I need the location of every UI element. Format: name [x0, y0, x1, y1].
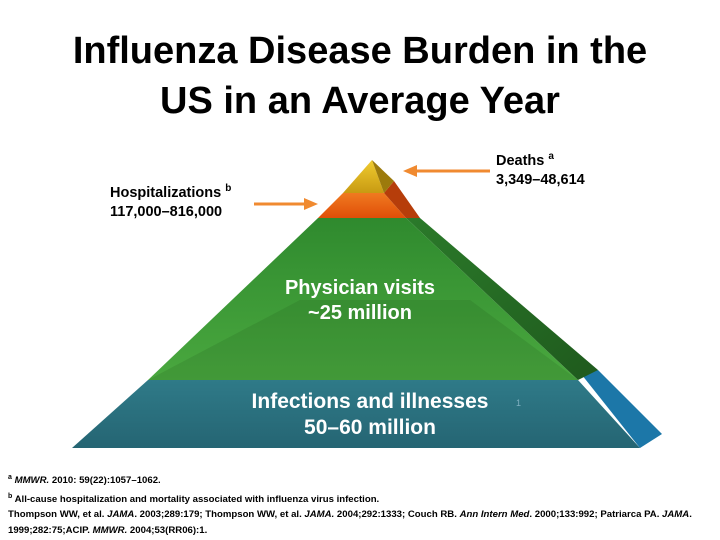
deaths-arrow	[403, 165, 490, 177]
hospitalization-tier	[318, 193, 406, 218]
infections-tier	[72, 380, 640, 448]
footnote-a: a MMWR. 2010: 59(22):1057–1062.	[8, 474, 161, 487]
physician-visits-title: Physician visits	[284, 277, 436, 299]
hospitalizations-callout: Hospitalizations b 117,000–816,000	[110, 179, 231, 222]
hospitalizations-value: 117,000–816,000	[110, 203, 223, 220]
infections-value: 50–60 million	[304, 416, 436, 439]
deaths-footnote-marker: a	[548, 151, 554, 162]
hospitalization-tier-side	[384, 181, 420, 218]
infections-label: Infections and illnesses 50–60 million	[200, 389, 540, 441]
title-line-2: US in an Average Year	[160, 80, 560, 122]
hospitalizations-arrow	[254, 198, 318, 210]
deaths-value: 3,349–48,614	[496, 171, 585, 188]
slide-number: 1	[516, 398, 522, 408]
physician-tier-shadow	[148, 300, 578, 380]
deaths-label: Deaths	[496, 152, 545, 169]
deaths-tier	[343, 160, 384, 193]
physician-visits-label: Physician visits ~25 million	[230, 276, 490, 326]
footnotes: a MMWR. 2010: 59(22):1057–1062. b All-ca…	[8, 470, 714, 538]
deaths-callout: Deaths a 3,349–48,614	[496, 147, 585, 190]
references: Thompson WW, et al. JAMA. 2003;289:179; …	[8, 509, 692, 536]
infections-title: Infections and illnesses	[251, 390, 489, 413]
physician-visits-value: ~25 million	[308, 302, 412, 324]
physician-tier-side	[406, 218, 598, 380]
footnote-b: b All-cause hospitalization and mortalit…	[8, 492, 380, 505]
slide-title: Influenza Disease Burden in the US in an…	[0, 26, 720, 126]
deaths-tier-side	[372, 160, 394, 193]
hospitalizations-footnote-marker: b	[225, 183, 232, 194]
hospitalizations-label: Hospitalizations	[110, 184, 222, 201]
physician-tier	[148, 218, 578, 380]
title-line-1: Influenza Disease Burden in the	[72, 30, 648, 72]
infections-tier-side	[578, 370, 662, 448]
